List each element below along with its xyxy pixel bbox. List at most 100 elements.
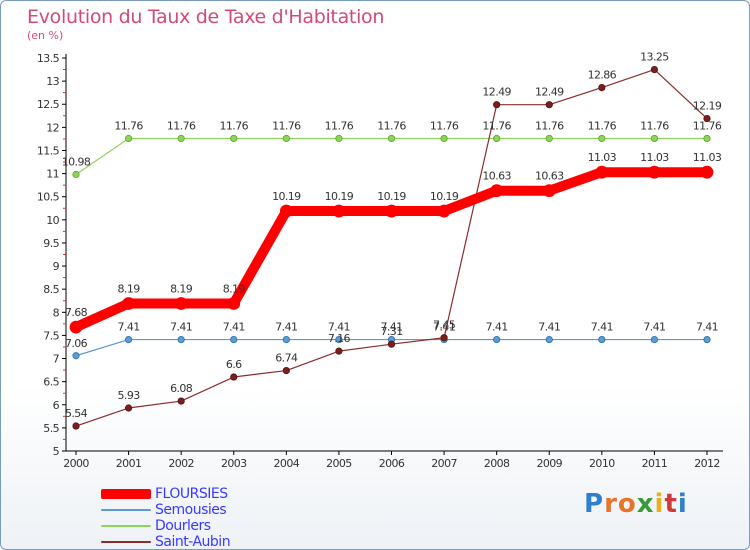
data-label-dourlers: 11.76: [588, 119, 617, 132]
y-tick-label: 9: [53, 260, 60, 273]
y-tick-label: 10.5: [37, 191, 60, 204]
data-label-dourlers: 11.76: [220, 119, 249, 132]
data-label-saint-aubin: 6.08: [170, 382, 193, 395]
legend-item-semousies: Semousies: [101, 502, 230, 518]
data-point-dourlers: [230, 134, 238, 143]
logo-letter: t: [664, 489, 678, 519]
data-point-dourlers: [177, 134, 185, 143]
data-label-dourlers: 11.76: [325, 119, 354, 132]
data-label-floursies: 10.19: [325, 190, 354, 203]
data-label-semousies: 7.06: [65, 337, 88, 350]
data-label-floursies: 7.68: [65, 306, 88, 319]
x-tick-label: 2010: [589, 457, 615, 470]
y-tick-label: 11: [46, 168, 59, 181]
x-tick-label: 2000: [63, 457, 89, 470]
data-label-dourlers: 11.76: [377, 119, 406, 132]
data-point-dourlers: [335, 134, 343, 143]
x-tick-label: 2008: [484, 457, 510, 470]
data-point-floursies: [69, 320, 83, 334]
data-label-saint-aubin: 13.25: [640, 51, 669, 64]
data-label-semousies: 7.41: [223, 321, 245, 334]
data-point-dourlers: [703, 134, 711, 143]
chart-subtitle: (en %): [27, 29, 64, 42]
data-point-floursies: [227, 297, 241, 310]
data-point-saint-aubin: [440, 334, 448, 342]
data-point-floursies: [542, 184, 556, 198]
y-tick-label: 5.5: [43, 422, 59, 435]
data-label-floursies: 10.19: [430, 190, 459, 203]
data-point-floursies: [174, 297, 188, 310]
data-label-dourlers: 11.76: [272, 119, 301, 132]
data-point-saint-aubin: [230, 373, 238, 381]
data-label-floursies: 8.19: [223, 283, 246, 296]
data-point-semousies: [493, 335, 501, 344]
data-label-saint-aubin: 7.16: [328, 332, 351, 345]
data-label-saint-aubin: 6.74: [275, 352, 298, 365]
data-label-semousies: 7.41: [118, 321, 140, 334]
data-label-semousies: 7.41: [486, 321, 508, 334]
data-point-semousies: [335, 335, 343, 344]
data-point-saint-aubin: [493, 101, 501, 109]
y-tick-label: 7: [53, 353, 60, 366]
legend-item-floursies: FLOURSIES: [101, 486, 230, 502]
data-label-dourlers: 11.76: [167, 119, 196, 132]
legend-swatch-semousies: [101, 509, 151, 511]
data-label-semousies: 7.41: [538, 321, 560, 334]
y-tick-label: 12.5: [37, 98, 60, 111]
data-label-floursies: 8.19: [118, 283, 141, 296]
x-tick-label: 2005: [326, 457, 352, 470]
x-tick-label: 2002: [168, 457, 194, 470]
data-label-dourlers: 11.76: [535, 119, 564, 132]
data-label-semousies: 7.41: [643, 321, 665, 334]
data-label-dourlers: 11.76: [640, 119, 669, 132]
legend-label-semousies: Semousies: [155, 502, 227, 518]
data-point-semousies: [282, 335, 290, 344]
data-point-saint-aubin: [282, 366, 290, 375]
legend-swatch-floursies: [101, 489, 151, 499]
data-label-saint-aubin: 6.6: [226, 358, 242, 371]
data-label-floursies: 11.03: [588, 151, 617, 164]
data-point-semousies: [650, 335, 659, 344]
data-label-floursies: 8.19: [170, 283, 193, 296]
y-tick-label: 8: [53, 306, 60, 319]
y-tick-label: 10: [46, 214, 59, 227]
data-label-dourlers: 11.76: [114, 119, 143, 132]
data-point-dourlers: [124, 134, 133, 143]
x-tick-label: 2006: [379, 457, 405, 470]
logo-letter: x: [636, 489, 655, 519]
data-label-saint-aubin: 7.31: [380, 325, 402, 338]
y-tick-label: 12: [46, 121, 59, 134]
y-tick-label: 11.5: [37, 144, 60, 157]
data-label-semousies: 7.41: [380, 321, 402, 334]
legend-item-saint-aubin: Saint-Aubin: [101, 534, 231, 549]
data-label-semousies: 7.41: [275, 321, 297, 334]
data-label-floursies: 10.19: [272, 190, 301, 203]
y-tick-label: 9.5: [43, 237, 59, 250]
data-point-floursies: [595, 165, 609, 179]
x-tick-label: 2004: [274, 457, 300, 470]
data-label-dourlers: 11.76: [482, 119, 511, 132]
data-point-saint-aubin: [545, 101, 553, 109]
data-label-floursies: 10.63: [482, 170, 511, 183]
data-point-dourlers: [72, 170, 80, 179]
data-point-dourlers: [387, 134, 396, 143]
data-point-saint-aubin: [703, 114, 711, 123]
x-tick-label: 2009: [536, 457, 562, 470]
data-label-dourlers: 10.98: [62, 156, 91, 169]
logo-letter: o: [617, 489, 637, 519]
data-point-saint-aubin: [650, 65, 659, 74]
data-label-semousies: 7.41: [170, 321, 192, 334]
data-point-dourlers: [282, 134, 290, 143]
y-tick-label: 6: [53, 399, 60, 412]
logo-letter: r: [604, 489, 618, 519]
legend-item-dourlers: Dourlers: [101, 518, 230, 534]
data-label-semousies: 7.41: [433, 321, 455, 334]
y-tick-label: 8.5: [43, 283, 59, 296]
data-label-saint-aubin: 12.86: [588, 69, 617, 82]
data-label-semousies: 7.41: [696, 321, 718, 334]
data-label-saint-aubin: 7.45: [433, 319, 456, 332]
data-point-dourlers: [650, 134, 659, 143]
y-tick-label: 13.5: [37, 52, 60, 65]
legend-label-floursies: FLOURSIES: [155, 486, 228, 502]
